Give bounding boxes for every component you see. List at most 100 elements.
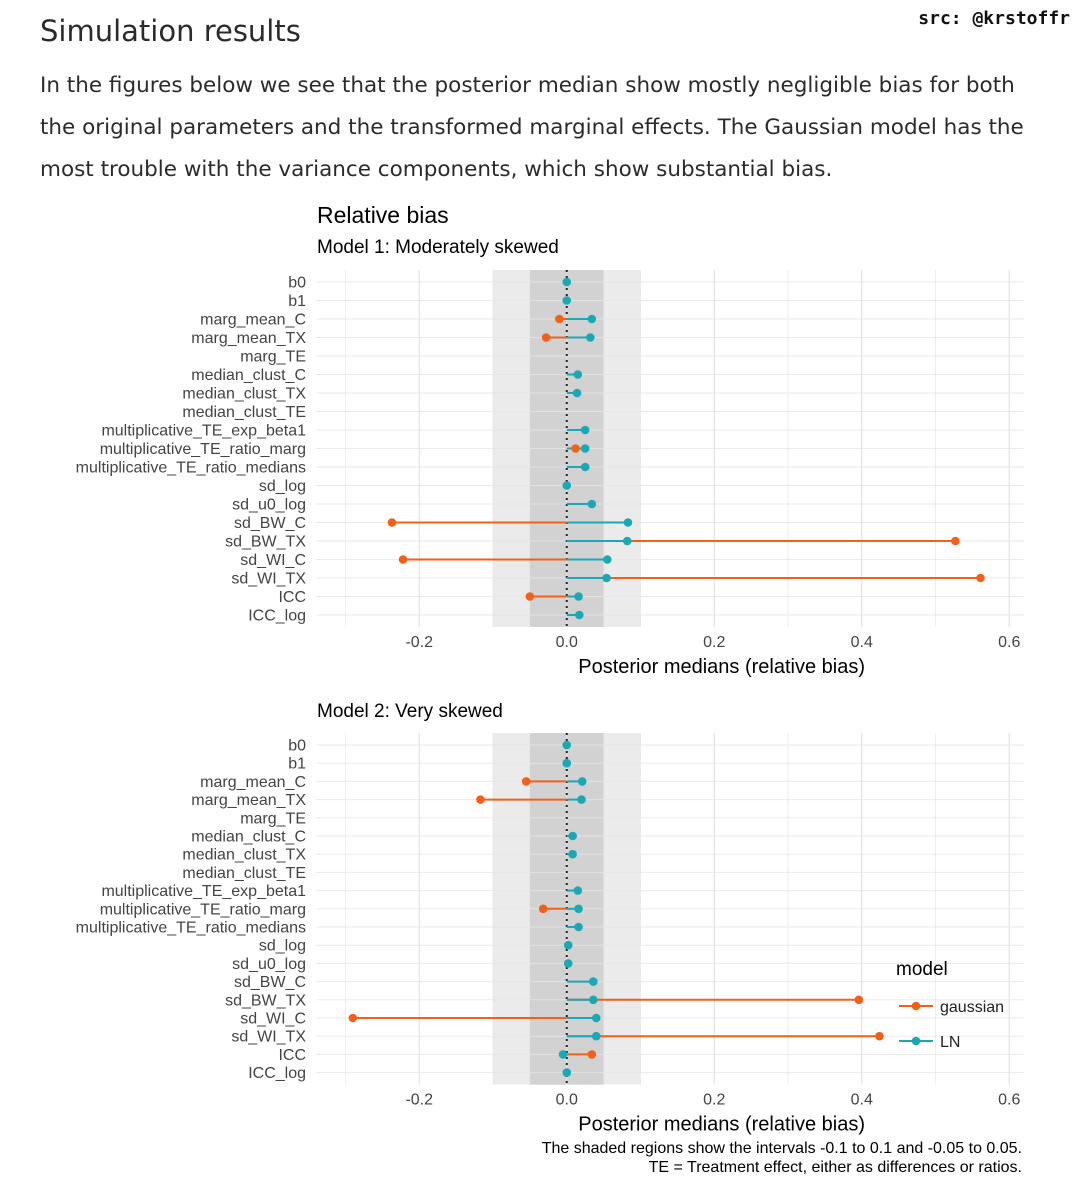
LN-point bbox=[574, 592, 583, 601]
LN-point bbox=[602, 573, 611, 583]
LN-point bbox=[562, 1068, 572, 1077]
y-tick-label: marg_mean_TX bbox=[191, 792, 306, 809]
section-heading: Simulation results bbox=[40, 14, 301, 48]
gaussian-point bbox=[951, 536, 960, 546]
y-tick-label: marg_TE bbox=[240, 349, 306, 366]
gaussian-point bbox=[525, 592, 535, 601]
legend-key-point bbox=[911, 1036, 921, 1046]
gaussian-point bbox=[476, 795, 485, 804]
LN-point bbox=[562, 277, 572, 287]
LN-point bbox=[580, 444, 590, 453]
LN-point bbox=[623, 518, 633, 527]
y-tick-label: median_clust_C bbox=[191, 829, 306, 846]
gaussian-point bbox=[398, 555, 408, 564]
y-tick-label: multiplicative_TE_ratio_marg bbox=[100, 441, 306, 458]
y-tick-label: marg_mean_C bbox=[200, 312, 306, 329]
y-tick-label: median_clust_TX bbox=[182, 847, 306, 864]
LN-point bbox=[562, 758, 572, 768]
gaussian-point bbox=[854, 995, 864, 1005]
y-tick-label: sd_log bbox=[259, 478, 306, 495]
LN-point bbox=[562, 481, 572, 490]
LN-point bbox=[622, 536, 632, 546]
legend-label: LN bbox=[940, 1034, 960, 1051]
x-tick-label: -0.2 bbox=[405, 1092, 433, 1109]
LN-point bbox=[568, 849, 577, 859]
y-tick-label: ICC_log bbox=[248, 1065, 306, 1082]
LN-point bbox=[572, 388, 582, 398]
x-tick-label: 0.4 bbox=[851, 634, 873, 651]
panel-2: Model 2: Very skewedb0b1marg_mean_Cmarg_… bbox=[76, 701, 1024, 1136]
LN-point bbox=[574, 904, 583, 914]
y-tick-label: median_clust_TE bbox=[182, 865, 306, 882]
y-tick-label: multiplicative_TE_exp_beta1 bbox=[101, 883, 306, 900]
LN-point bbox=[573, 370, 583, 379]
LN-point bbox=[603, 555, 612, 564]
legend-entry-gaussian: gaussian bbox=[899, 999, 1004, 1016]
y-tick-label: sd_BW_C bbox=[234, 515, 306, 532]
gaussian-point bbox=[555, 314, 564, 324]
LN-point bbox=[589, 977, 598, 986]
y-tick-label: sd_BW_TX bbox=[225, 534, 306, 551]
relative-bias-chart: Relative bias Model 1: Moderately skewed… bbox=[76, 202, 1024, 1176]
y-tick-label: sd_u0_log bbox=[232, 956, 306, 973]
LN-point bbox=[574, 610, 584, 620]
legend-entry-ln: LN bbox=[899, 1034, 960, 1051]
LN-point bbox=[589, 995, 598, 1005]
panel-subtitle: Model 2: Very skewed bbox=[317, 701, 503, 722]
y-tick-label: sd_WI_TX bbox=[231, 1029, 306, 1046]
LN-point bbox=[591, 1031, 601, 1041]
y-tick-label: ICC bbox=[278, 1047, 306, 1064]
legend-label: gaussian bbox=[940, 999, 1004, 1016]
y-tick-label: b1 bbox=[288, 293, 306, 310]
x-tick-label: 0.0 bbox=[556, 1092, 578, 1109]
LN-point bbox=[562, 296, 572, 305]
legend-title: model bbox=[896, 959, 948, 980]
x-tick-label: 0.6 bbox=[998, 1092, 1020, 1109]
y-tick-label: sd_BW_TX bbox=[225, 992, 306, 1009]
LN-point bbox=[577, 777, 587, 786]
LN-point bbox=[587, 314, 597, 324]
caption-line-2: TE = Treatment effect, either as differe… bbox=[649, 1159, 1022, 1176]
x-tick-label: 0.2 bbox=[703, 634, 725, 651]
y-tick-label: sd_u0_log bbox=[232, 497, 306, 514]
y-tick-label: multiplicative_TE_exp_beta1 bbox=[101, 423, 306, 440]
LN-point bbox=[580, 425, 590, 435]
y-tick-label: median_clust_TX bbox=[182, 386, 306, 403]
gaussian-point bbox=[538, 904, 548, 914]
y-tick-label: marg_mean_C bbox=[200, 774, 306, 791]
y-tick-label: sd_log bbox=[259, 938, 306, 955]
chart-panels: Model 1: Moderately skewedb0b1marg_mean_… bbox=[76, 237, 1024, 1136]
LN-point bbox=[558, 1050, 568, 1059]
y-tick-label: multiplicative_TE_ratio_medians bbox=[76, 460, 306, 477]
x-axis-title: Posterior medians (relative bias) bbox=[578, 1114, 865, 1136]
panel-subtitle: Model 1: Moderately skewed bbox=[317, 237, 559, 258]
y-tick-label: sd_WI_TX bbox=[231, 571, 306, 588]
y-tick-label: ICC bbox=[278, 589, 306, 606]
y-tick-label: multiplicative_TE_ratio_marg bbox=[100, 901, 306, 918]
LN-point bbox=[577, 795, 586, 804]
LN-point bbox=[563, 959, 573, 968]
y-tick-label: multiplicative_TE_ratio_medians bbox=[76, 920, 306, 937]
y-tick-label: marg_mean_TX bbox=[191, 330, 306, 347]
chart-title: Relative bias bbox=[317, 202, 449, 228]
intro-paragraph: In the figures below we see that the pos… bbox=[40, 73, 1024, 182]
y-tick-label: marg_TE bbox=[240, 810, 306, 827]
y-tick-label: ICC_log bbox=[248, 608, 306, 625]
x-tick-label: -0.2 bbox=[405, 634, 433, 651]
y-tick-label: sd_WI_C bbox=[240, 552, 306, 569]
gaussian-point bbox=[587, 1050, 597, 1059]
caption-line-1: The shaded regions show the intervals -0… bbox=[542, 1140, 1022, 1157]
y-tick-label: sd_BW_C bbox=[234, 974, 306, 991]
gaussian-point bbox=[976, 573, 985, 583]
x-axis-title: Posterior medians (relative bias) bbox=[578, 656, 865, 678]
legend: model gaussian LN bbox=[896, 959, 1004, 1051]
gaussian-point bbox=[875, 1031, 884, 1041]
LN-point bbox=[591, 1013, 601, 1023]
gaussian-point bbox=[571, 444, 580, 453]
source-credit: src: @krstoffr bbox=[918, 8, 1070, 29]
gaussian-point bbox=[541, 333, 551, 342]
x-tick-label: 0.6 bbox=[998, 634, 1020, 651]
y-tick-label: b1 bbox=[288, 756, 306, 773]
legend-key-point bbox=[911, 1001, 921, 1011]
